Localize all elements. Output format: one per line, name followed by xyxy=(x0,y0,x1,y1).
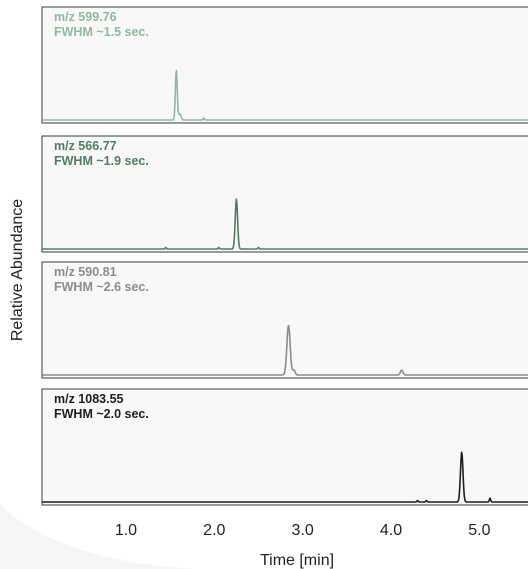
x-tick-label: 4.0 xyxy=(380,522,402,539)
x-tick-label: 1.0 xyxy=(115,522,137,539)
x-axis-title: Time [min] xyxy=(260,552,334,569)
panel-fwhm-label: FWHM ~2.0 sec. xyxy=(54,407,149,421)
chromatogram-trace xyxy=(41,198,528,250)
panel-mz-label: m/z 1083.55 xyxy=(54,392,124,406)
x-tick-label: 5.0 xyxy=(468,522,490,539)
panel-frame xyxy=(41,261,528,379)
chromatogram-trace xyxy=(41,451,528,503)
panel-mz-label: m/z 599.76 xyxy=(54,10,117,24)
chromatogram-trace xyxy=(41,69,528,121)
panel-fwhm-label: FWHM ~1.5 sec. xyxy=(54,25,149,39)
panel-frame xyxy=(41,135,528,253)
panel-fwhm-label: FWHM ~1.9 sec. xyxy=(54,154,149,168)
x-tick-label: 3.0 xyxy=(292,522,314,539)
y-axis-title: Relative Abundance xyxy=(9,199,26,341)
panel-frame xyxy=(41,388,528,506)
panel-mz-label: m/z 590.81 xyxy=(54,265,117,279)
x-tick-label: 2.0 xyxy=(203,522,225,539)
chromatogram-trace xyxy=(41,324,528,376)
panel-frame xyxy=(41,6,528,124)
panel-mz-label: m/z 566.77 xyxy=(54,139,117,153)
panel-fwhm-label: FWHM ~2.6 sec. xyxy=(54,280,149,294)
